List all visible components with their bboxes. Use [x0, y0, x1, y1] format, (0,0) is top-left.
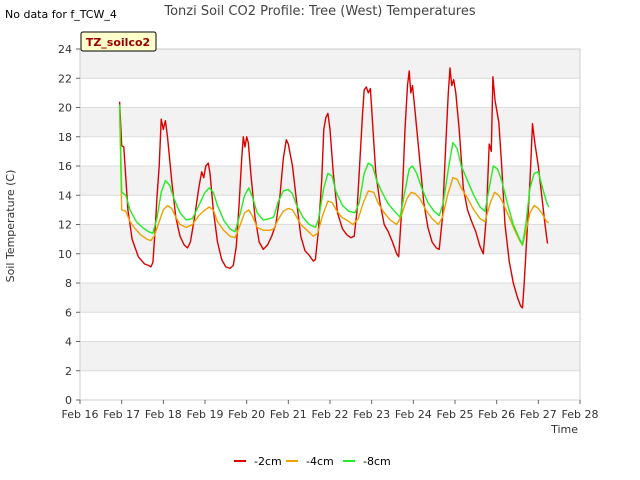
series-layer — [118, 67, 550, 309]
legend-item: -8cm — [343, 455, 391, 468]
x-tick-label: Feb 18 — [145, 408, 182, 421]
y-tick-label: 6 — [65, 306, 72, 319]
y-tick-label: 4 — [65, 336, 72, 349]
plot-band — [80, 166, 580, 196]
plot-band — [80, 224, 580, 254]
y-tick-label: 22 — [58, 72, 72, 85]
legend-label: -2cm — [254, 455, 282, 468]
chart-title: Tonzi Soil CO2 Profile: Tree (West) Temp… — [163, 4, 476, 19]
x-tick-label: Feb 22 — [312, 408, 349, 421]
badge-label: TZ_soilco2 — [86, 36, 150, 49]
x-tick-label: Feb 24 — [395, 408, 432, 421]
legend-label: -8cm — [363, 455, 391, 468]
y-tick-label: 16 — [58, 160, 72, 173]
no-data-note: No data for f_TCW_4 — [5, 8, 117, 21]
plot-band — [80, 283, 580, 313]
legend-label: -4cm — [306, 455, 334, 468]
legend-item: -4cm — [286, 455, 334, 468]
legend-item: -2cm — [234, 455, 282, 468]
series-line-2cmcm — [118, 67, 549, 309]
x-tick-label: Feb 27 — [520, 408, 557, 421]
plot-background-bands — [80, 49, 580, 371]
x-axis-label: Time — [550, 423, 578, 436]
y-axis-label: Soil Temperature (C) — [4, 170, 17, 283]
x-tick-label: Feb 26 — [478, 408, 515, 421]
x-tick-label: Feb 19 — [187, 408, 224, 421]
legend: -2cm -4cm -8cm — [234, 455, 391, 468]
x-tick-label: Feb 23 — [353, 408, 390, 421]
y-tick-label: 14 — [58, 189, 72, 202]
badge: TZ_soilco2 — [80, 31, 157, 52]
y-tick-label: 2 — [65, 365, 72, 378]
series-line-4cmcm — [118, 107, 550, 246]
badge-box — [80, 31, 157, 52]
x-tick-label: Feb 28 — [562, 408, 599, 421]
y-tick-label: 20 — [58, 102, 72, 115]
y-tick-label: 10 — [58, 248, 72, 261]
y-tick-label: 8 — [65, 277, 72, 290]
x-tick-label: Feb 25 — [437, 408, 474, 421]
plot-band — [80, 49, 580, 79]
x-tick-label: Feb 16 — [62, 408, 99, 421]
y-tick-label: 12 — [58, 219, 72, 232]
x-tick-label: Feb 20 — [228, 408, 265, 421]
y-tick-label: 18 — [58, 131, 72, 144]
x-axis: Feb 16 Feb 17 Feb 18 Feb 19 Feb 20 Feb 21 Feb … — [62, 400, 599, 421]
y-tick-label: 0 — [65, 394, 72, 407]
x-tick-label: Feb 21 — [270, 408, 307, 421]
plot-band — [80, 341, 580, 371]
x-tick-label: Feb 17 — [103, 408, 140, 421]
series-line-8cmcm — [118, 104, 550, 246]
y-tick-label: 24 — [58, 43, 72, 56]
